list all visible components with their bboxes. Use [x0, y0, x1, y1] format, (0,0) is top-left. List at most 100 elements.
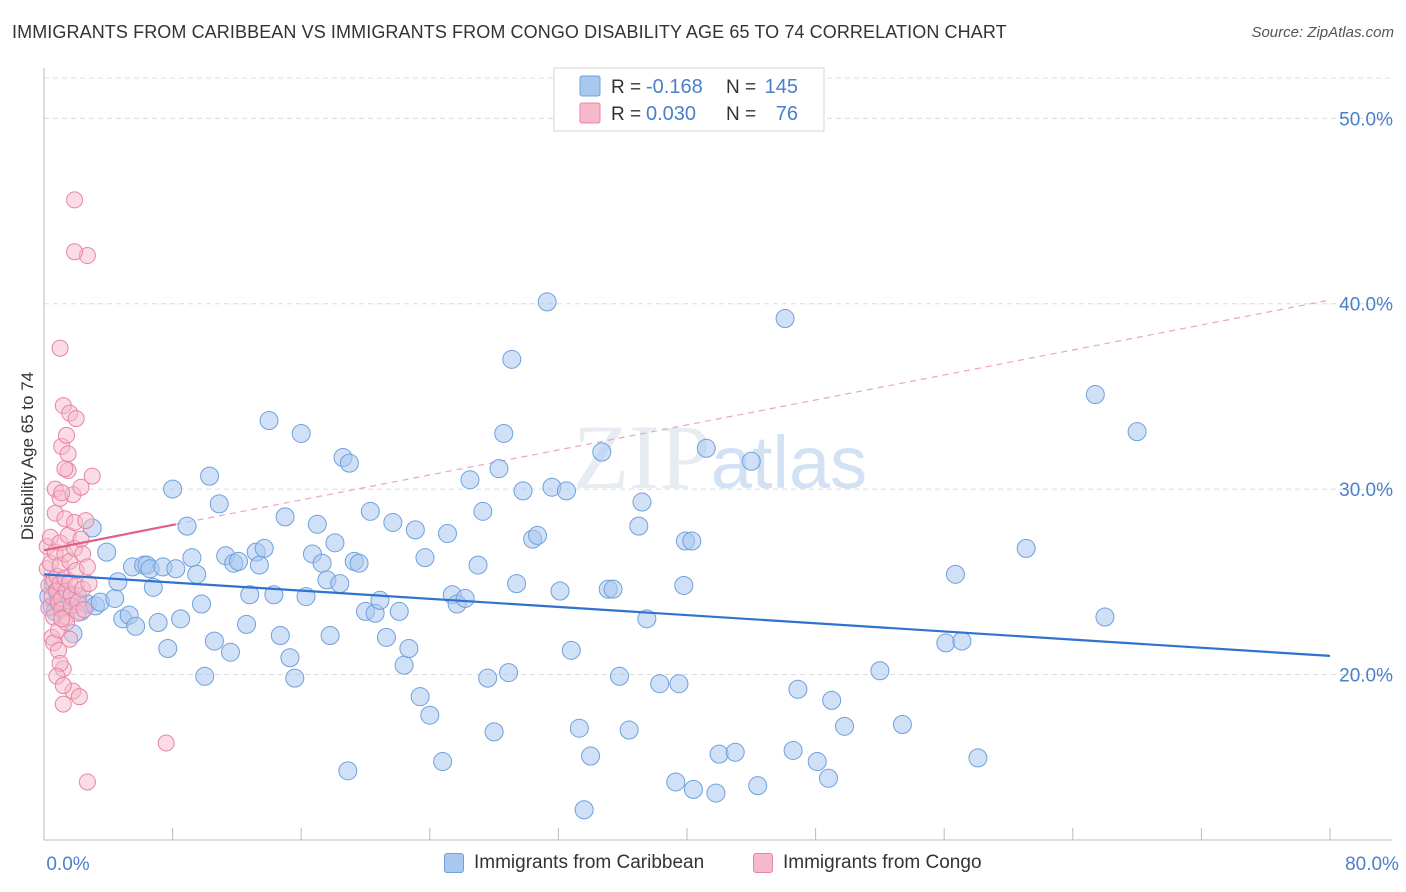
trend-lines-front: [43, 523, 1331, 658]
axes: [43, 68, 1392, 841]
caribbean-point: [455, 588, 475, 608]
caribbean-point: [561, 640, 581, 660]
caribbean-point: [609, 666, 629, 686]
legend-n-value-congo: 76: [776, 103, 798, 125]
caribbean-point: [105, 588, 125, 608]
caribbean-point: [556, 481, 576, 501]
caribbean-points: [39, 292, 1147, 820]
caribbean-trend-line: [43, 573, 1331, 658]
caribbean-point: [478, 668, 498, 688]
legend-swatch-caribbean: [579, 75, 601, 97]
caribbean-point: [550, 581, 570, 601]
caribbean-point: [166, 559, 186, 579]
congo-point: [61, 630, 79, 648]
congo-points: [38, 191, 175, 791]
caribbean-point: [706, 783, 726, 803]
legend-item-congo: Immigrants from Congo: [753, 852, 982, 874]
caribbean-point: [195, 666, 215, 686]
caribbean-point: [748, 776, 768, 796]
caribbean-point: [1095, 607, 1115, 627]
caribbean-point: [148, 613, 168, 633]
caribbean-point: [460, 470, 480, 490]
caribbean-point: [775, 309, 795, 329]
caribbean-point: [468, 555, 488, 575]
caribbean-point: [285, 668, 305, 688]
caribbean-point: [945, 564, 965, 584]
caribbean-point: [254, 538, 274, 558]
congo-point: [72, 478, 90, 496]
caribbean-point: [507, 574, 527, 594]
caribbean-point: [389, 601, 409, 621]
legend-r-label-congo: R =: [611, 104, 641, 125]
congo-point: [67, 410, 85, 428]
caribbean-point: [270, 626, 290, 646]
caribbean-point: [725, 742, 745, 762]
caribbean-point: [163, 479, 183, 499]
congo-point: [53, 610, 71, 628]
legend-label-congo: Immigrants from Congo: [783, 852, 982, 873]
y-tick-labels: 20.0% 30.0% 40.0% 50.0%: [1339, 109, 1393, 686]
caribbean-point: [229, 551, 249, 571]
caribbean-point: [307, 514, 327, 534]
series-legend: Immigrants from Caribbean Immigrants fro…: [0, 852, 1406, 878]
x-tick-label-min: 0.0%: [46, 854, 89, 875]
y-tick-label: 20.0%: [1339, 665, 1393, 686]
y-axis-label: Disability Age 65 to 74: [18, 372, 37, 540]
caribbean-point: [158, 638, 178, 658]
legend-swatch-congo: [579, 102, 601, 124]
caribbean-point: [669, 674, 689, 694]
legend-n-value-caribbean: 145: [765, 76, 798, 98]
legend-n-label-caribbean: N =: [726, 77, 756, 98]
caribbean-point: [249, 555, 269, 575]
caribbean-point: [280, 648, 300, 668]
caribbean-point: [574, 800, 594, 820]
caribbean-point: [592, 442, 612, 462]
congo-point: [77, 512, 95, 530]
caribbean-point: [835, 716, 855, 736]
caribbean-point: [682, 531, 702, 551]
caribbean-point: [433, 752, 453, 772]
caribbean-point: [204, 631, 224, 651]
caribbean-point: [143, 577, 163, 597]
caribbean-point: [171, 609, 191, 629]
trend-lines-back: [175, 299, 1331, 525]
caribbean-point: [394, 655, 414, 675]
caribbean-point: [603, 579, 623, 599]
congo-point: [66, 243, 84, 261]
caribbean-point: [502, 349, 522, 369]
caribbean-point: [632, 492, 652, 512]
caribbean-point: [312, 553, 332, 573]
caribbean-point: [339, 453, 359, 473]
caribbean-point: [338, 761, 358, 781]
legend-r-label-caribbean: R =: [611, 77, 641, 98]
caribbean-point: [674, 575, 694, 595]
caribbean-point: [489, 459, 509, 479]
caribbean-point: [209, 494, 229, 514]
caribbean-point: [405, 520, 425, 540]
caribbean-point: [473, 501, 493, 521]
legend-swatch-congo-bottom: [753, 853, 773, 873]
caribbean-point: [528, 525, 548, 545]
caribbean-point: [220, 642, 240, 662]
caribbean-point: [200, 466, 220, 486]
congo-point: [58, 426, 76, 444]
gridlines: [44, 77, 1392, 675]
caribbean-point: [619, 720, 639, 740]
congo-point: [78, 558, 96, 576]
caribbean-point: [892, 714, 912, 734]
caribbean-point: [1085, 385, 1105, 405]
congo-point: [54, 677, 72, 695]
congo-point: [78, 773, 96, 791]
caribbean-point: [484, 722, 504, 742]
legend-item-caribbean: Immigrants from Caribbean: [444, 852, 704, 874]
caribbean-point: [581, 746, 601, 766]
congo-trend-extension: [175, 299, 1331, 525]
congo-point: [70, 688, 88, 706]
congo-point: [54, 695, 72, 713]
caribbean-point: [666, 772, 686, 792]
caribbean-point: [968, 748, 988, 768]
caribbean-point: [629, 516, 649, 536]
caribbean-point: [696, 438, 716, 458]
caribbean-point: [741, 451, 761, 471]
caribbean-point: [370, 590, 390, 610]
